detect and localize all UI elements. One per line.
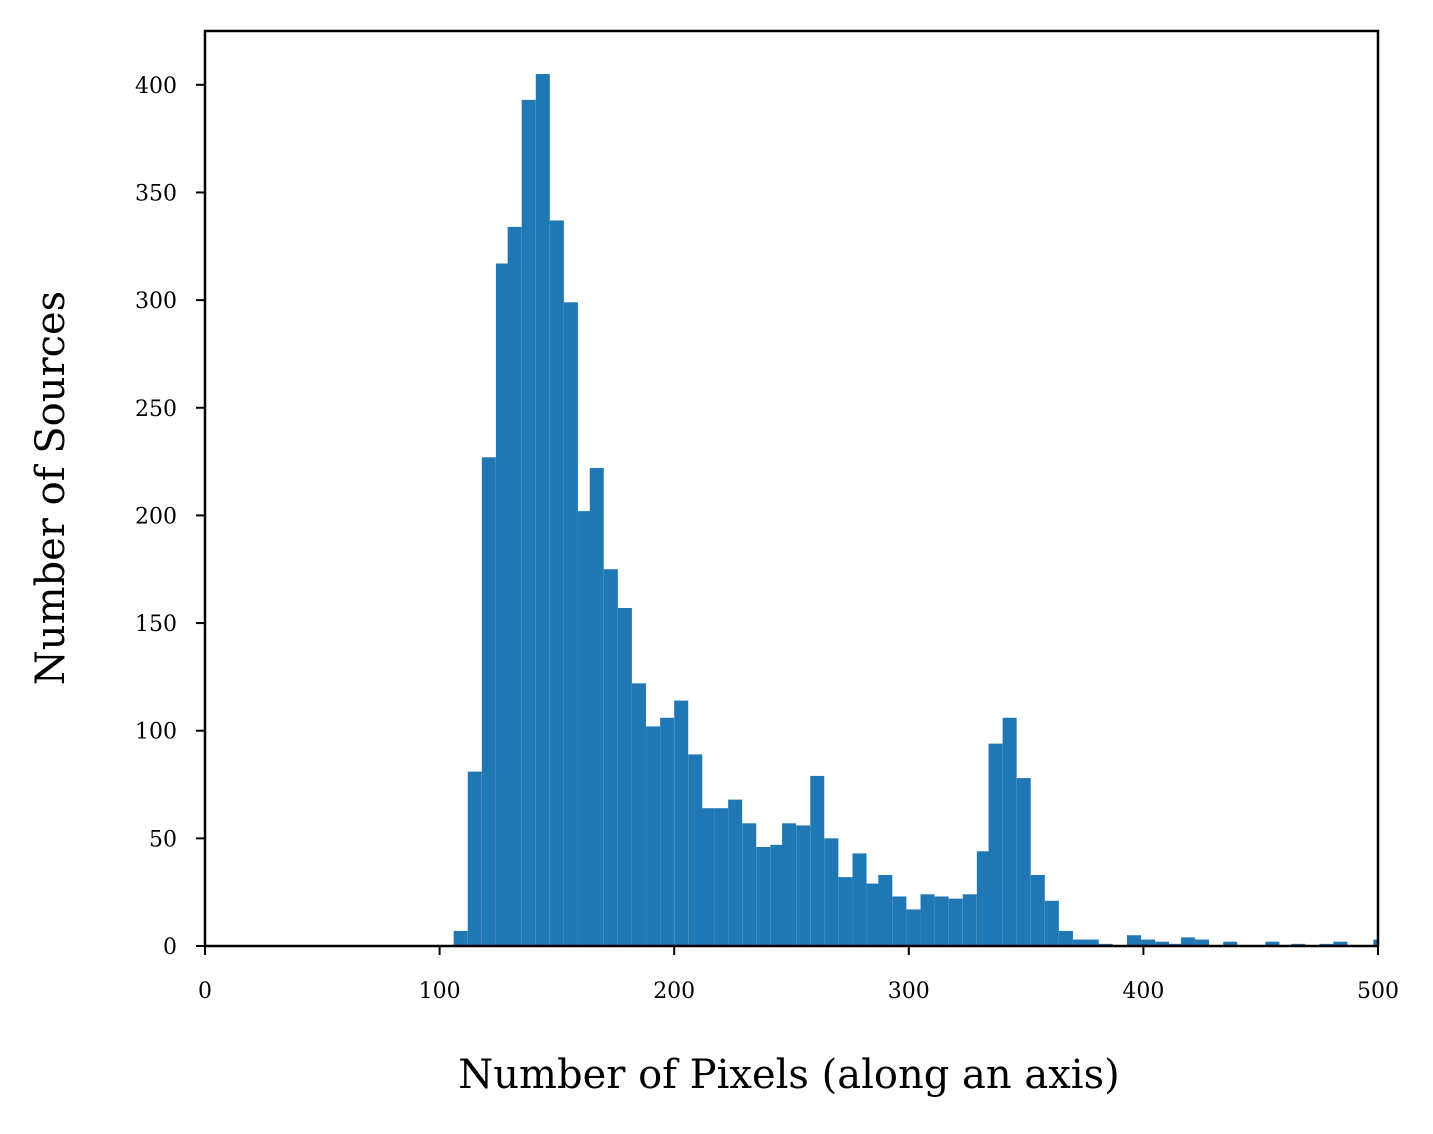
y-tick-label: 250 bbox=[135, 397, 177, 422]
histogram-bar bbox=[1084, 939, 1099, 946]
histogram-bar bbox=[934, 896, 949, 946]
x-tick-label: 500 bbox=[1357, 979, 1399, 1004]
histogram-bar bbox=[1058, 930, 1073, 946]
y-axis-ticks: 0 50 100 150 200 250 300 350 400 bbox=[135, 74, 205, 960]
histogram-bar bbox=[1016, 778, 1031, 946]
histogram-bar bbox=[646, 726, 661, 946]
histogram-bars bbox=[453, 74, 1379, 947]
histogram-bar bbox=[782, 823, 797, 946]
histogram-bar bbox=[507, 226, 522, 946]
y-tick-label: 50 bbox=[149, 827, 177, 852]
histogram-bar bbox=[521, 99, 536, 947]
histogram-bar bbox=[1141, 939, 1156, 946]
histogram-bar bbox=[1126, 935, 1141, 946]
histogram-bar bbox=[906, 909, 921, 946]
histogram-bar bbox=[549, 220, 564, 947]
histogram-bar bbox=[1223, 941, 1238, 946]
x-tick-label: 0 bbox=[198, 979, 212, 1004]
y-tick-label: 0 bbox=[163, 935, 177, 960]
x-tick-label: 200 bbox=[653, 979, 695, 1004]
y-tick-label: 400 bbox=[135, 74, 177, 99]
histogram-bar bbox=[1155, 941, 1170, 946]
x-tick-label: 100 bbox=[419, 979, 461, 1004]
histogram-bar bbox=[714, 808, 729, 946]
plot-frame bbox=[203, 29, 1380, 948]
histogram-bar bbox=[1180, 937, 1195, 946]
y-tick-label: 100 bbox=[135, 720, 177, 745]
histogram-bar bbox=[578, 511, 593, 946]
histogram-bar bbox=[674, 700, 689, 946]
histogram-bar bbox=[603, 569, 618, 946]
histogram-bar bbox=[631, 683, 646, 946]
histogram-bar bbox=[962, 894, 977, 946]
histogram-bar bbox=[617, 607, 632, 946]
histogram-bar bbox=[481, 457, 496, 946]
histogram-bar bbox=[852, 853, 867, 946]
y-tick-label: 350 bbox=[135, 181, 177, 206]
histogram-bar bbox=[838, 877, 853, 946]
histogram-bar bbox=[535, 74, 550, 946]
histogram-bar bbox=[495, 263, 510, 946]
histogram-bar bbox=[1030, 874, 1045, 946]
histogram-bar bbox=[688, 754, 703, 946]
histogram-bar bbox=[742, 823, 757, 946]
histogram-bar bbox=[810, 775, 825, 946]
histogram-bar bbox=[1002, 717, 1017, 946]
histogram-bar bbox=[589, 468, 604, 946]
histogram-bar bbox=[878, 874, 893, 946]
histogram-bar bbox=[728, 799, 743, 946]
y-axis-label: Number of Sources bbox=[28, 291, 74, 685]
histogram-bar bbox=[796, 825, 811, 946]
histogram-bar bbox=[1044, 900, 1059, 946]
histogram-bar bbox=[1073, 939, 1088, 946]
histogram-bar bbox=[866, 883, 881, 946]
histogram-bar bbox=[1373, 939, 1379, 946]
histogram-bar bbox=[976, 851, 991, 946]
histogram-bar bbox=[1265, 941, 1280, 946]
histogram-bar bbox=[453, 930, 468, 946]
histogram-bar bbox=[920, 894, 935, 946]
histogram-bar bbox=[467, 771, 482, 946]
y-tick-label: 200 bbox=[135, 504, 177, 529]
histogram-bar bbox=[770, 844, 785, 946]
y-tick-label: 150 bbox=[135, 612, 177, 637]
histogram-bar bbox=[563, 302, 578, 946]
histogram-bar bbox=[1195, 939, 1210, 946]
x-axis-label: Number of Pixels (along an axis) bbox=[458, 1052, 1119, 1098]
histogram-bar bbox=[988, 743, 1003, 946]
histogram-bar bbox=[700, 808, 715, 946]
x-tick-label: 400 bbox=[1122, 979, 1164, 1004]
x-tick-label: 300 bbox=[888, 979, 930, 1004]
y-tick-label: 300 bbox=[135, 289, 177, 314]
histogram-bar bbox=[1333, 941, 1348, 946]
x-axis-ticks: 0 100 200 300 400 500 bbox=[198, 946, 1399, 1004]
histogram-bar bbox=[756, 846, 771, 946]
histogram-bar bbox=[824, 838, 839, 946]
histogram-bar bbox=[892, 896, 907, 946]
histogram-bar bbox=[948, 898, 963, 946]
histogram-bar bbox=[660, 717, 675, 946]
